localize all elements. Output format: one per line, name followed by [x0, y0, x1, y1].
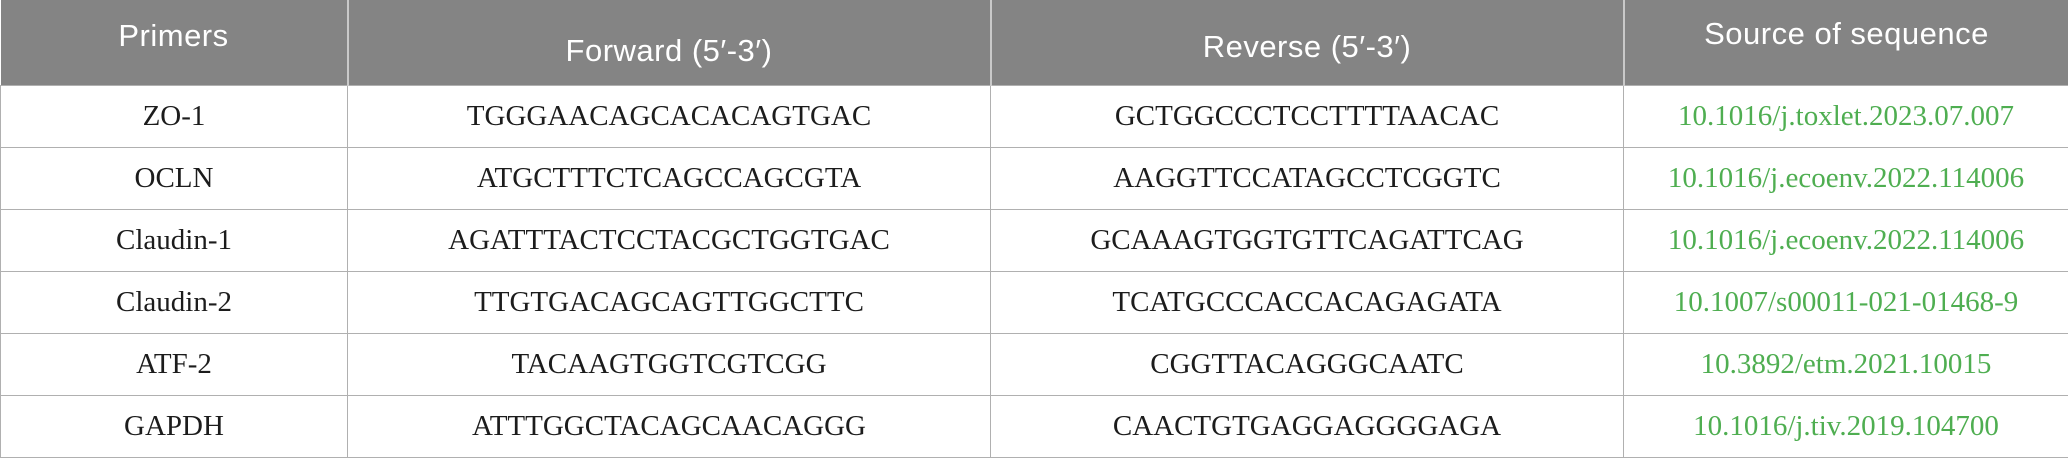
doi-link[interactable]: 10.1016/j.ecoenv.2022.114006 — [1623, 209, 2068, 272]
primer-name-cell: GAPDH — [0, 395, 348, 458]
header-cell-source: Source of sequence — [1622, 0, 2068, 86]
table-row: GAPDH ATTTGGCTACAGCAACAGGG CAACTGTGAGGAG… — [0, 395, 2068, 458]
doi-link[interactable]: 10.3892/etm.2021.10015 — [1623, 333, 2068, 396]
reverse-sequence-cell: CGGTTACAGGGCAATC — [990, 333, 1624, 396]
header-cell-reverse: Reverse (5′-3′) — [989, 0, 1624, 86]
table-row: OCLN ATGCTTTCTCAGCCAGCGTA AAGGTTCCATAGCC… — [0, 147, 2068, 210]
forward-sequence-cell: ATGCTTTCTCAGCCAGCGTA — [347, 147, 991, 210]
reverse-sequence-cell: TCATGCCCACCACAGAGATA — [990, 271, 1624, 334]
table-body: ZO-1 TGGGAACAGCACACAGTGAC GCTGGCCCTCCTTT… — [0, 85, 2068, 458]
header-label-source: Source of sequence — [1704, 15, 1989, 51]
forward-sequence-cell: AGATTTACTCCTACGCTGGTGAC — [347, 209, 991, 272]
doi-link[interactable]: 10.1016/j.tiv.2019.104700 — [1623, 395, 2068, 458]
forward-sequence-cell: TACAAGTGGTCGTCGG — [347, 333, 991, 396]
primer-name-cell: OCLN — [0, 147, 348, 210]
reverse-sequence-cell: GCTGGCCCTCCTTTTAACAC — [990, 85, 1624, 148]
header-label-reverse: Reverse (5′-3′) — [1202, 28, 1412, 64]
table-row: Claudin-2 TTGTGACAGCAGTTGGCTTC TCATGCCCA… — [0, 271, 2068, 334]
doi-link[interactable]: 10.1016/j.ecoenv.2022.114006 — [1623, 147, 2068, 210]
primer-name-cell: Claudin-1 — [0, 209, 348, 272]
reverse-sequence-cell: AAGGTTCCATAGCCTCGGTC — [990, 147, 1624, 210]
primer-name-cell: Claudin-2 — [0, 271, 348, 334]
forward-sequence-cell: TTGTGACAGCAGTTGGCTTC — [347, 271, 991, 334]
forward-sequence-cell: TGGGAACAGCACACAGTGAC — [347, 85, 991, 148]
reverse-sequence-cell: GCAAAGTGGTGTTCAGATTCAG — [990, 209, 1624, 272]
table-row: ZO-1 TGGGAACAGCACACAGTGAC GCTGGCCCTCCTTT… — [0, 85, 2068, 148]
header-label-forward: Forward (5′-3′) — [565, 32, 773, 68]
table-row: ATF-2 TACAAGTGGTCGTCGG CGGTTACAGGGCAATC … — [0, 333, 2068, 396]
header-cell-primers: Primers — [0, 0, 348, 86]
header-label-primers: Primers — [118, 17, 229, 53]
header-cell-forward: Forward (5′-3′) — [346, 0, 991, 86]
primer-table: Primers Forward (5′-3′) Reverse (5′-3′) … — [0, 0, 2068, 458]
table-row: Claudin-1 AGATTTACTCCTACGCTGGTGAC GCAAAG… — [0, 209, 2068, 272]
doi-link[interactable]: 10.1007/s00011-021-01468-9 — [1623, 271, 2068, 334]
doi-link[interactable]: 10.1016/j.toxlet.2023.07.007 — [1623, 85, 2068, 148]
primer-name-cell: ZO-1 — [0, 85, 348, 148]
reverse-sequence-cell: CAACTGTGAGGAGGGGAGA — [990, 395, 1624, 458]
forward-sequence-cell: ATTTGGCTACAGCAACAGGG — [347, 395, 991, 458]
table-header: Primers Forward (5′-3′) Reverse (5′-3′) … — [0, 0, 2068, 86]
primer-name-cell: ATF-2 — [0, 333, 348, 396]
header-row: Primers Forward (5′-3′) Reverse (5′-3′) … — [0, 0, 2068, 86]
